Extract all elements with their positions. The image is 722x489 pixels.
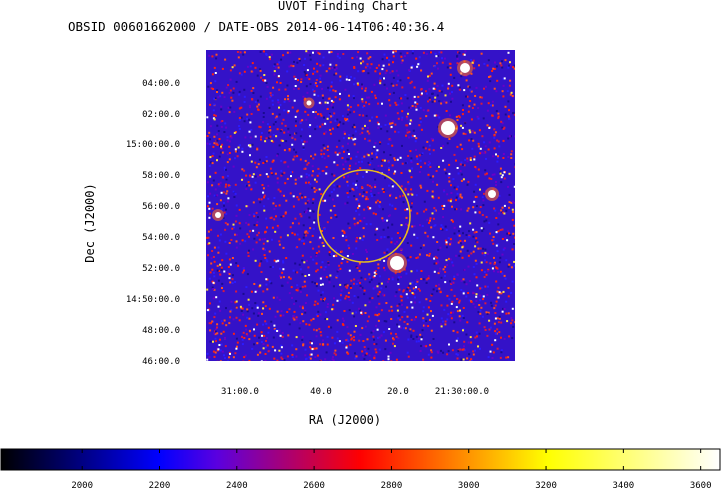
star bbox=[441, 121, 455, 135]
y-tick-label: 58:00.0 bbox=[142, 171, 180, 181]
y-tick-label: 54:00.0 bbox=[142, 233, 180, 243]
source-region-circle bbox=[317, 169, 411, 263]
chart-title: UVOT Finding Chart bbox=[278, 0, 408, 13]
colorbar-tick-label: 2200 bbox=[149, 481, 171, 489]
colorbar-tick-label: 2400 bbox=[226, 481, 248, 489]
colorbar bbox=[0, 448, 721, 471]
colorbar-ticks: 2000 2200 2400 2600 2800 3000 3200 3400 3600 bbox=[71, 449, 712, 489]
x-tick-label: 40.0 bbox=[310, 387, 332, 397]
x-axis-label: RA (J2000) bbox=[309, 413, 381, 427]
sky-image bbox=[206, 50, 515, 361]
x-tick-label: 31:00.0 bbox=[221, 387, 259, 397]
y-tick-label: 04:00.0 bbox=[142, 79, 180, 89]
x-tick-label: 21:30:00.0 bbox=[435, 387, 489, 397]
y-tick-label: 56:00.0 bbox=[142, 202, 180, 212]
x-tick-labels: 31:00.0 40.0 20.0 21:30:00.0 bbox=[221, 387, 489, 397]
star bbox=[306, 100, 312, 106]
image-background bbox=[206, 50, 515, 361]
y-tick-label: 52:00.0 bbox=[142, 264, 180, 274]
y-tick-label: 48:00.0 bbox=[142, 326, 180, 336]
colorbar-tick-label: 3000 bbox=[458, 481, 480, 489]
y-axis-label: Dec (J2000) bbox=[83, 183, 97, 262]
y-tick-label: 46:00.0 bbox=[142, 357, 180, 367]
y-tick-label: 15:00:00.0 bbox=[126, 140, 180, 150]
star bbox=[488, 190, 496, 198]
colorbar-tick-label: 3600 bbox=[690, 481, 712, 489]
x-tick-label: 20.0 bbox=[387, 387, 409, 397]
colorbar-tick-label: 2800 bbox=[381, 481, 403, 489]
star bbox=[390, 256, 404, 270]
colorbar-tick-label: 3200 bbox=[535, 481, 557, 489]
y-tick-label: 02:00.0 bbox=[142, 110, 180, 120]
chart-subtitle: OBSID 00601662000 / DATE-OBS 2014-06-14T… bbox=[68, 19, 444, 34]
colorbar-tick-label: 3400 bbox=[613, 481, 635, 489]
star bbox=[215, 212, 221, 218]
y-tick-labels: 04:00.0 02:00.0 15:00:00.0 58:00.0 56:00.0 54… bbox=[126, 79, 180, 367]
colorbar-tick-label: 2600 bbox=[303, 481, 325, 489]
y-tick-label: 14:50:00.0 bbox=[126, 295, 180, 305]
star bbox=[460, 63, 470, 73]
colorbar-tick-label: 2000 bbox=[71, 481, 93, 489]
